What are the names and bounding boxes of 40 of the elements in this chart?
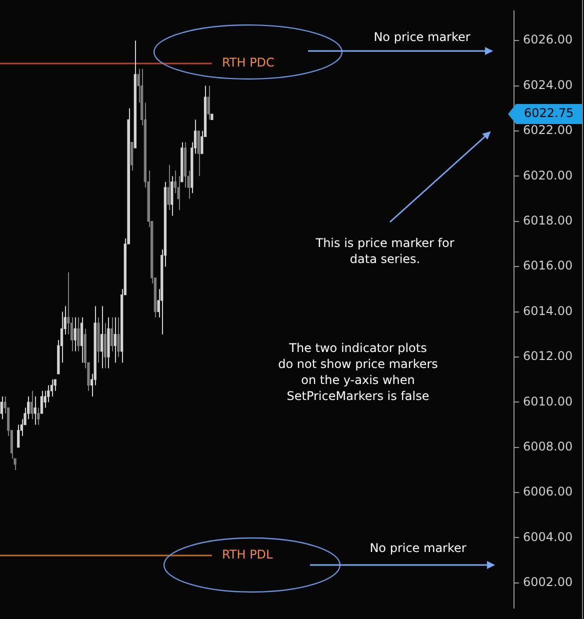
y-tick-label: 6008.00 bbox=[523, 439, 573, 454]
candlestick bbox=[40, 390, 44, 414]
candlestick bbox=[207, 85, 210, 120]
y-tick-label: 6020.00 bbox=[523, 168, 573, 182]
y-tick-label: 6004.00 bbox=[523, 530, 573, 544]
annotation: This is price marker for data series. bbox=[314, 236, 454, 266]
y-tick-label: 6018.00 bbox=[523, 213, 573, 228]
candlestick bbox=[130, 142, 134, 172]
candlestick bbox=[110, 316, 114, 352]
candlestick bbox=[0, 396, 3, 420]
candlestick bbox=[114, 316, 116, 364]
ref-line-label: RTH PDC bbox=[222, 56, 274, 70]
y-tick-label: 6016.00 bbox=[523, 258, 573, 273]
ref-line-label: RTH PDL bbox=[222, 548, 274, 562]
candlestick bbox=[14, 458, 16, 470]
candlestick bbox=[80, 316, 84, 364]
candlestick bbox=[104, 322, 106, 369]
candlestick bbox=[30, 390, 34, 420]
candlestick bbox=[197, 130, 200, 177]
candlestick bbox=[77, 316, 80, 352]
y-tick-label: 6010.00 bbox=[523, 394, 573, 408]
annotation: No price marker bbox=[374, 30, 470, 44]
y-tick-label: 6006.00 bbox=[523, 484, 573, 499]
candlestick bbox=[34, 396, 36, 426]
candlestick bbox=[37, 407, 40, 426]
annotation: No price marker bbox=[370, 541, 466, 556]
candlestick bbox=[74, 316, 76, 352]
candlestick bbox=[117, 316, 120, 358]
annotation: The two indicator plots do not show price markers on the y-axis when SetPriceMarkers is false bbox=[278, 341, 438, 404]
candlestick bbox=[170, 176, 174, 216]
y-tick-label: 6002.00 bbox=[523, 575, 573, 590]
y-tick-label: 6014.00 bbox=[523, 304, 573, 318]
candlestick bbox=[17, 424, 20, 448]
y-tick-label: 6026.00 bbox=[523, 32, 573, 47]
candlestick bbox=[100, 306, 104, 369]
y-tick-label: 6012.00 bbox=[523, 349, 573, 364]
y-tick-label: 6024.00 bbox=[523, 78, 573, 92]
text: 6022.75 bbox=[524, 106, 574, 120]
candlestick bbox=[167, 164, 170, 211]
y-tick-label: 6022.00 bbox=[523, 123, 573, 138]
